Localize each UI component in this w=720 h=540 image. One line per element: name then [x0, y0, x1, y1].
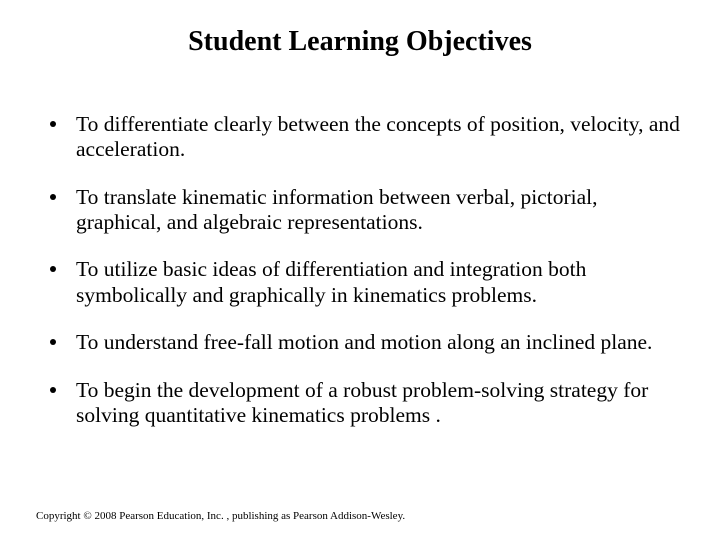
copyright-footer: Copyright © 2008 Pearson Education, Inc.…: [36, 510, 405, 522]
list-item: To understand free-fall motion and motio…: [46, 330, 684, 355]
list-item: To differentiate clearly between the con…: [46, 112, 684, 163]
list-item: To begin the development of a robust pro…: [46, 378, 684, 429]
bullet-text: To differentiate clearly between the con…: [76, 112, 680, 161]
bullet-icon: [50, 121, 56, 127]
bullet-icon: [50, 339, 56, 345]
bullet-text: To begin the development of a robust pro…: [76, 378, 648, 427]
list-item: To translate kinematic information betwe…: [46, 185, 684, 236]
slide-title: Student Learning Objectives: [36, 26, 684, 58]
bullet-text: To translate kinematic information betwe…: [76, 185, 597, 234]
bullet-icon: [50, 266, 56, 272]
bullet-list: To differentiate clearly between the con…: [36, 112, 684, 428]
bullet-text: To utilize basic ideas of differentiatio…: [76, 257, 586, 306]
list-item: To utilize basic ideas of differentiatio…: [46, 257, 684, 308]
bullet-icon: [50, 194, 56, 200]
bullet-icon: [50, 387, 56, 393]
bullet-text: To understand free-fall motion and motio…: [76, 330, 652, 354]
slide: Student Learning Objectives To different…: [0, 0, 720, 540]
